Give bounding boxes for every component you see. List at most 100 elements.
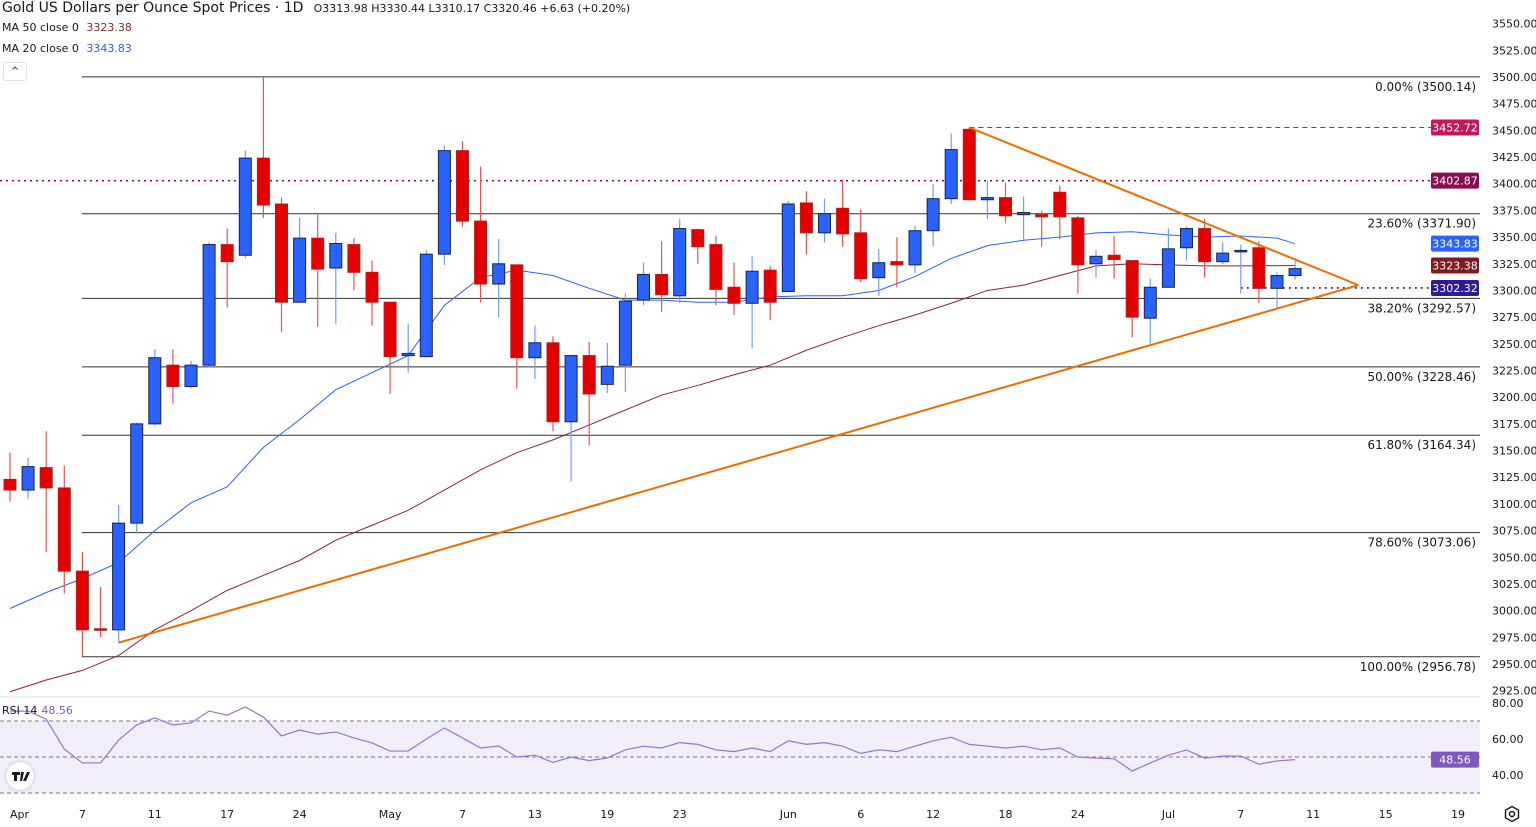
candle-body — [510, 264, 524, 359]
ohlc-values: O3313.98 H3330.44 L3310.17 C3320.46 +6.6… — [313, 2, 631, 15]
candle — [401, 323, 415, 373]
fib-label: 0.00% (3500.14) — [1375, 80, 1476, 94]
candle-body — [311, 237, 325, 270]
ma50-legend[interactable]: MA 50 close 0 3323.38 — [2, 21, 132, 34]
time-tick-label: 15 — [1379, 808, 1393, 821]
lower-trendline — [118, 284, 1359, 644]
candle — [1053, 185, 1067, 240]
price-badge-text: 3402.87 — [1432, 175, 1478, 188]
candle-body — [944, 149, 958, 200]
candle-body — [1288, 268, 1302, 277]
candle — [564, 355, 578, 482]
candle — [1089, 249, 1103, 278]
candle-body — [1125, 260, 1139, 318]
fib-label: 50.00% (3228.46) — [1367, 370, 1476, 384]
candle-body — [709, 244, 723, 290]
candle-body — [1071, 217, 1085, 266]
candle — [510, 264, 524, 389]
time-tick-label: 24 — [1071, 808, 1085, 821]
price-tick-label: 3175.00 — [1492, 418, 1536, 431]
price-tick-label: 2925.00 — [1492, 685, 1536, 698]
candle-body — [745, 270, 759, 304]
candle-body — [1216, 252, 1230, 263]
candle — [781, 200, 795, 293]
time-tick-label: 23 — [673, 808, 687, 821]
price-tick-label: 3525.00 — [1492, 44, 1536, 57]
candle-body — [980, 197, 994, 201]
chevron-up-icon: ^ — [10, 66, 20, 77]
rsi-band — [0, 721, 1480, 793]
price-tick-label: 2950.00 — [1492, 658, 1536, 671]
gear-icon[interactable] — [1503, 805, 1521, 823]
rsi-legend[interactable]: RSI 14 48.56 — [2, 704, 73, 717]
rsi-tick-label: 60.00 — [1492, 733, 1524, 746]
ma20-value: 3343.83 — [86, 42, 132, 55]
candle — [1161, 228, 1175, 288]
candle — [311, 214, 325, 327]
price-tick-label: 3300.00 — [1492, 284, 1536, 297]
price-tick-label: 3225.00 — [1492, 365, 1536, 378]
tradingview-logo-icon[interactable] — [6, 762, 34, 790]
time-tick-label: 18 — [999, 808, 1013, 821]
rsi-value: 48.56 — [41, 704, 73, 717]
upper-trendline — [968, 126, 1359, 287]
candle — [763, 265, 777, 321]
candle — [727, 262, 741, 316]
time-tick-label: 11 — [1306, 808, 1320, 821]
price-badge — [1431, 119, 1479, 136]
ma20-legend[interactable]: MA 20 close 0 3343.83 — [2, 42, 132, 55]
price-tick-label: 3500.00 — [1492, 71, 1536, 84]
time-tick-label: 7 — [79, 808, 86, 821]
time-tick-label: 12 — [926, 808, 940, 821]
candle — [890, 237, 904, 288]
time-tick-label: Jun — [779, 808, 797, 821]
candle-body — [528, 342, 542, 359]
candle — [293, 217, 307, 303]
candle — [347, 238, 361, 291]
candle-body — [582, 355, 596, 395]
candle-body — [148, 357, 162, 425]
price-tick-label: 3550.00 — [1492, 18, 1536, 31]
candle — [1143, 278, 1157, 344]
candle-body — [365, 271, 379, 303]
price-tick-label: 3425.00 — [1492, 151, 1536, 164]
candle — [1270, 272, 1284, 308]
candle-body — [1161, 248, 1175, 288]
symbol-title[interactable]: Gold US Dollars per Ounce Spot Prices · … — [2, 0, 304, 16]
candle-body — [130, 423, 144, 524]
price-badge — [1431, 257, 1479, 274]
time-tick-label: 6 — [857, 808, 864, 821]
candle-body — [39, 467, 53, 489]
candle-body — [21, 466, 35, 491]
candle — [437, 145, 451, 265]
price-badge — [1431, 235, 1479, 252]
candle — [419, 249, 433, 358]
candle — [962, 127, 976, 201]
candle-body — [474, 220, 488, 285]
candle — [166, 349, 180, 404]
rsi-label: RSI 14 — [2, 704, 38, 717]
candle-body — [275, 203, 288, 303]
candle-body — [57, 487, 71, 572]
time-tick-label: 13 — [528, 808, 542, 821]
candle-body — [347, 244, 361, 273]
candle — [57, 465, 71, 594]
candle — [818, 198, 831, 243]
candle — [872, 248, 886, 296]
collapse-legend-button[interactable]: ^ — [3, 62, 27, 81]
candle-body — [1252, 247, 1266, 289]
price-tick-label: 3125.00 — [1492, 471, 1536, 484]
price-tick-label: 3200.00 — [1492, 391, 1536, 404]
candle — [275, 197, 288, 333]
time-tick-label: 11 — [148, 808, 162, 821]
time-tick-label: 24 — [293, 808, 307, 821]
candle-body — [419, 253, 433, 358]
candle-body — [456, 150, 469, 222]
candle — [980, 180, 994, 219]
candle — [3, 452, 17, 502]
candle — [220, 228, 234, 308]
candle-body — [546, 342, 560, 423]
candle-body — [94, 628, 107, 631]
ma50-label: MA 50 close 0 — [2, 21, 79, 34]
